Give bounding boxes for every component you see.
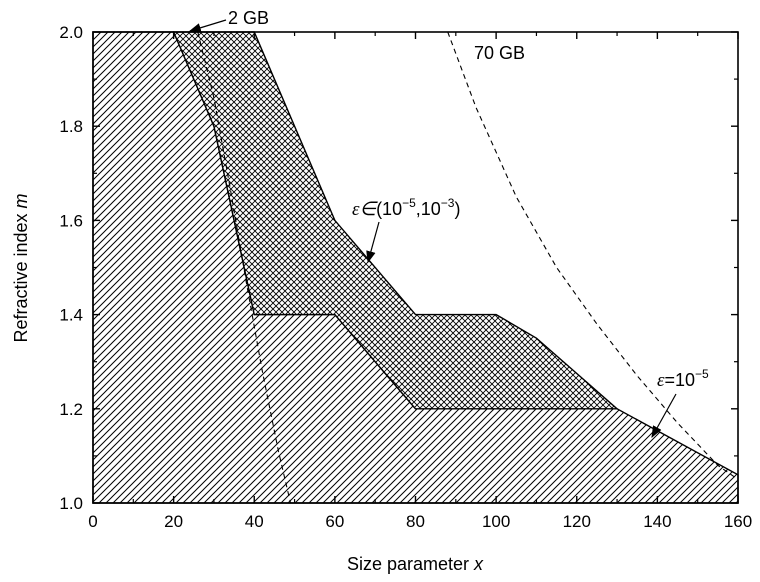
annotation-2gb: 2 GB <box>188 8 269 33</box>
curve-2gb <box>197 31 292 504</box>
x-axis-label: Size parameter x <box>347 554 484 574</box>
label-eps-range: ε∈(10−5,10−3) <box>352 196 460 220</box>
x-tick-label: 0 <box>88 512 97 531</box>
y-tick-label: 1.2 <box>59 400 83 419</box>
x-tick-label: 80 <box>406 512 425 531</box>
arrow-eps-range <box>366 221 380 264</box>
label-70gb: 70 GB <box>474 43 525 63</box>
x-tick-label: 140 <box>643 512 671 531</box>
x-tick-label: 60 <box>325 512 344 531</box>
y-tick-label: 1.8 <box>59 117 83 136</box>
x-tick-label: 20 <box>164 512 183 531</box>
arrow-2gb <box>188 19 227 33</box>
y-tick-label: 1.4 <box>59 306 83 325</box>
y-axis-label: Refractive index m <box>11 193 31 342</box>
x-tick-label: 160 <box>724 512 752 531</box>
region-eps-1e-5 <box>92 31 739 504</box>
label-eps-eq: ε=10−5 <box>657 367 709 391</box>
y-tick-label: 2.0 <box>59 23 83 42</box>
annotation-eps-range: ε∈(10−5,10−3) <box>352 196 460 264</box>
region-eps-range <box>172 31 619 410</box>
y-tick-label: 1.6 <box>59 211 83 230</box>
y-tick-label: 1.0 <box>59 494 83 513</box>
label-2gb: 2 GB <box>228 8 269 28</box>
annotation-eps-eq: ε=10−5 <box>651 367 709 439</box>
x-tick-label: 120 <box>563 512 591 531</box>
arrow-eps-eq <box>651 393 677 439</box>
curve-70gb <box>447 31 739 480</box>
x-tick-label: 100 <box>482 512 510 531</box>
x-tick-label: 40 <box>245 512 264 531</box>
